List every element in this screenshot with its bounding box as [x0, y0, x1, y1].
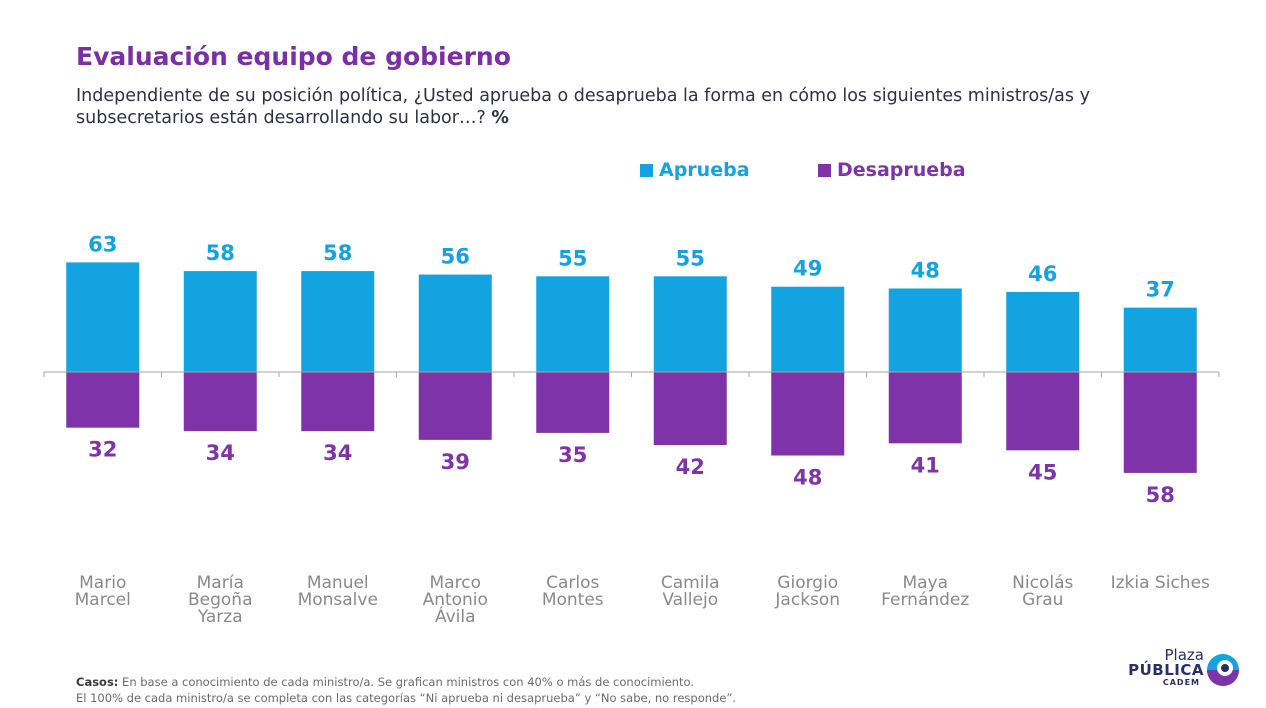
logo-line1: Plaza — [1164, 646, 1204, 664]
data-label-disapprove: 41 — [911, 453, 940, 477]
bar-approve — [183, 271, 257, 372]
bar-disapprove — [771, 372, 845, 456]
category-label: Marcel — [75, 590, 131, 610]
category-label: María — [197, 573, 244, 593]
data-label-approve: 55 — [558, 246, 587, 270]
bar-approve — [418, 274, 492, 372]
bar-disapprove — [653, 372, 727, 446]
category-label: Fernández — [881, 590, 969, 610]
data-label-approve: 58 — [206, 241, 235, 265]
bar-approve — [1123, 307, 1197, 372]
data-label-approve: 58 — [323, 241, 352, 265]
data-label-disapprove: 45 — [1028, 460, 1057, 484]
category-label: Manuel — [307, 573, 369, 593]
data-label-approve: 48 — [911, 258, 940, 282]
bar-disapprove — [888, 372, 962, 444]
category-label: Marco — [430, 573, 481, 593]
data-label-approve: 49 — [793, 257, 822, 281]
category-label: Izkia Siches — [1111, 573, 1210, 593]
category-label: Nicolás — [1012, 573, 1073, 593]
category-label: Giorgio — [777, 573, 838, 593]
data-label-approve: 46 — [1028, 262, 1057, 286]
category-label: Monsalve — [298, 590, 378, 610]
legend-approve-label: Aprueba — [659, 159, 750, 181]
bar-disapprove — [1006, 372, 1080, 451]
data-label-disapprove: 32 — [88, 438, 117, 462]
bar-disapprove — [66, 372, 140, 428]
data-label-disapprove: 39 — [441, 450, 470, 474]
footnote-cases: Casos: En base a conocimiento de cada mi… — [76, 674, 736, 690]
category-label: Camila — [661, 573, 720, 593]
bar-disapprove — [536, 372, 610, 433]
data-label-approve: 55 — [676, 246, 705, 270]
logo-mark-icon — [1207, 654, 1239, 686]
legend-disapprove: Desaprueba — [818, 159, 966, 181]
bar-approve — [771, 286, 845, 372]
category-label: Carlos — [546, 573, 599, 593]
bar-approve — [888, 288, 962, 372]
footnote-note: El 100% de cada ministro/a se completa c… — [76, 691, 737, 705]
category-label: Begoña — [188, 590, 253, 610]
bar-approve — [1006, 291, 1080, 372]
data-label-approve: 37 — [1146, 278, 1175, 302]
category-label: Ávila — [435, 605, 476, 627]
category-label: Jackson — [774, 590, 840, 610]
footnote-cases-label: Casos: — [76, 675, 119, 689]
bar-approve — [301, 271, 375, 372]
data-label-disapprove: 34 — [206, 441, 235, 465]
legend-disapprove-swatch — [818, 163, 831, 177]
footnote-cases-text: En base a conocimiento de cada ministro/… — [122, 675, 695, 689]
logo-line2: PÚBLICA — [1128, 661, 1204, 679]
logo-line3: CADEM — [1162, 678, 1200, 687]
data-label-disapprove: 58 — [1146, 483, 1175, 507]
plaza-publica-logo: Plaza PÚBLICA CADEM — [1124, 646, 1244, 692]
bar-approve — [653, 276, 727, 372]
bar-disapprove — [183, 372, 257, 432]
legend-approve: Aprueba — [640, 159, 750, 181]
data-label-approve: 63 — [88, 232, 117, 256]
category-label: Yarza — [197, 607, 243, 627]
bar-approve — [536, 276, 610, 372]
legend-disapprove-label: Desaprueba — [837, 159, 966, 181]
category-label: Mario — [79, 573, 126, 593]
category-label: Montes — [542, 590, 604, 610]
data-label-approve: 56 — [441, 245, 470, 269]
bar-disapprove — [418, 372, 492, 440]
subtitle-text: Independiente de su posición política, ¿… — [76, 86, 1090, 128]
data-label-disapprove: 42 — [676, 455, 705, 479]
category-label: Antonio — [423, 590, 488, 610]
subtitle-unit: % — [491, 108, 509, 128]
bar-disapprove — [301, 372, 375, 432]
footnote: Casos: En base a conocimiento de cada mi… — [76, 674, 736, 706]
data-label-disapprove: 34 — [323, 441, 352, 465]
legend-approve-swatch — [640, 163, 653, 177]
bar-approve — [66, 262, 140, 372]
data-label-disapprove: 48 — [793, 466, 822, 490]
bar-disapprove — [1123, 372, 1197, 473]
page-title: Evaluación equipo de gobierno — [76, 42, 511, 71]
data-label-disapprove: 35 — [558, 443, 587, 467]
category-label: Maya — [902, 573, 948, 593]
category-label: Grau — [1022, 590, 1063, 610]
category-label: Vallejo — [662, 590, 718, 610]
page-subtitle: Independiente de su posición política, ¿… — [76, 85, 1196, 129]
